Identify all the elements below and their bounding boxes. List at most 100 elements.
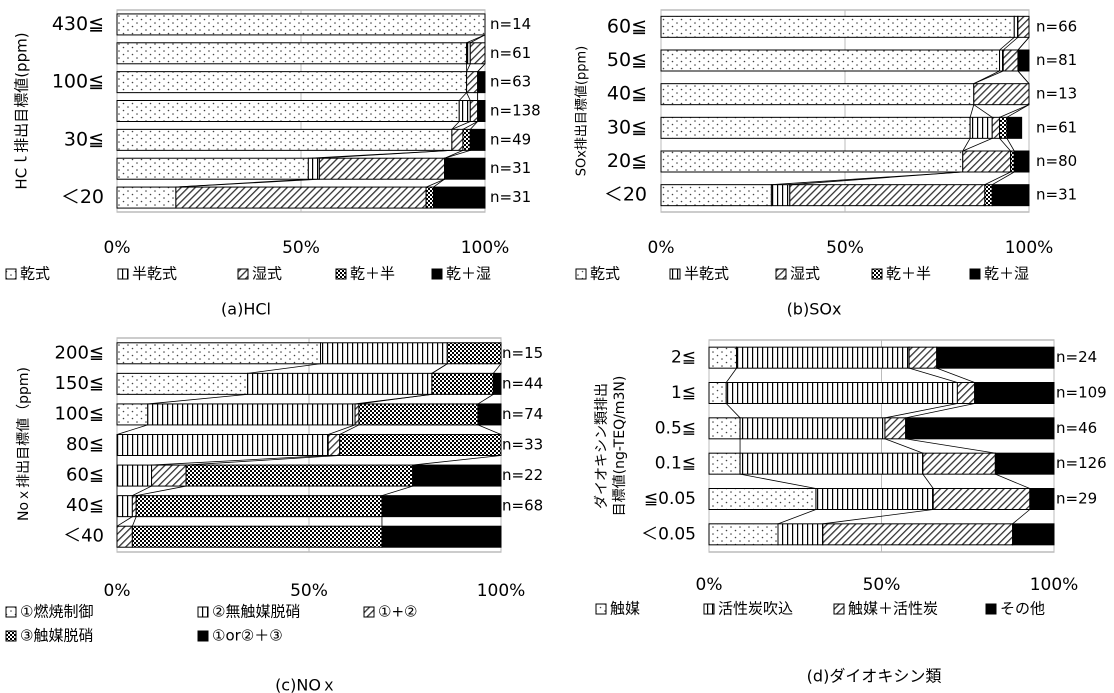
x-tick-label: 50% (290, 581, 328, 601)
bar-segment-p2-r2-s2 (354, 403, 360, 426)
series-connector (493, 363, 502, 374)
n-count-label: n=33 (502, 436, 543, 454)
series-connector (905, 438, 996, 454)
bar-segment-p3-r4-s1 (815, 488, 934, 510)
n-count-label: n=22 (502, 466, 543, 484)
bar-segment-p0-r5-s2 (318, 157, 446, 180)
series-connector (999, 104, 1030, 118)
x-tick-label: 100% (1030, 575, 1079, 595)
panel-title: (d)ダイオキシン類 (807, 667, 942, 686)
bar-segment-p0-r4-s3 (462, 128, 471, 151)
x-tick-label: 100% (461, 238, 510, 258)
series-connector (1012, 509, 1031, 525)
series-connector (466, 92, 471, 101)
category-label: 40≦ (66, 495, 104, 516)
legend-swatch (431, 268, 443, 280)
legend-swatch (595, 603, 607, 615)
series-connector (469, 121, 478, 130)
category-label: 2≦ (671, 348, 696, 368)
bar-segment-p2-r4-s4 (412, 464, 502, 487)
n-count-label: n=109 (1056, 384, 1107, 402)
bar-segment-p3-r5-s0 (708, 523, 779, 546)
series-connector (433, 178, 445, 188)
bar-segment-p0-r5-s1 (307, 157, 320, 180)
bar-segment-p3-r0-s0 (708, 346, 738, 369)
category-label: 80≦ (66, 434, 104, 455)
series-connector (725, 403, 741, 419)
bar-segment-p2-r2-s4 (477, 403, 502, 426)
category-label: 60≦ (607, 15, 647, 37)
n-count-label: n=49 (490, 130, 531, 148)
bar-segment-p3-r3-s0 (708, 452, 741, 475)
legend-swatch (237, 268, 249, 280)
bar-segment-p2-r1-s1 (247, 372, 433, 395)
legend-swatch (871, 268, 883, 280)
bar-segment-p3-r1-s2 (956, 382, 976, 404)
n-count-label: n=31 (1036, 186, 1077, 204)
bar-segment-p2-r3-s1 (116, 434, 329, 456)
legend-swatch (5, 630, 17, 642)
series-connector (973, 70, 1004, 85)
category-label: ＜0.05 (641, 524, 696, 544)
bar-segment-p3-r4-s3 (1029, 488, 1055, 510)
series-connector (431, 363, 448, 374)
category-label: 50≦ (607, 49, 647, 71)
bar-segment-p1-r3-s4 (1006, 116, 1023, 139)
series-connector (999, 138, 1011, 152)
series-connector (1006, 138, 1015, 152)
bar-segment-p3-r2-s2 (884, 417, 907, 440)
bar-segment-p1-r5-s1 (770, 184, 791, 207)
series-connector (451, 121, 471, 130)
panel-title: (b)SOx (787, 300, 842, 319)
category-label: 20≦ (607, 150, 647, 172)
legend-label: 触媒＋活性炭 (848, 600, 938, 618)
series-connector (1002, 37, 1019, 51)
category-label: 40≦ (607, 83, 647, 105)
bar-segment-p0-r1-s0 (116, 42, 468, 65)
x-tick-label: 100% (1005, 238, 1054, 258)
bar-segment-p2-r1-s3 (431, 372, 494, 395)
series-connector (999, 37, 1015, 51)
y-axis-label: SOx排出目標値(ppm) (574, 46, 590, 177)
legend-swatch (335, 268, 347, 280)
series-connector (339, 424, 360, 435)
legend-label: 乾＋湿 (446, 265, 491, 283)
bar-segment-p2-r6-s4 (381, 525, 502, 548)
series-connector (973, 104, 993, 118)
series-connector (412, 455, 502, 466)
bar-segment-p0-r4-s4 (469, 128, 486, 151)
y-axis-label: 目標値(ng-TEQ/m3N) (612, 376, 628, 517)
category-label: 30≦ (64, 128, 104, 150)
bar-segment-p0-r3-s2 (469, 100, 479, 122)
n-count-label: n=46 (1056, 419, 1097, 437)
bar-segment-p0-r6-s0 (116, 186, 177, 209)
bar-segment-p2-r1-s4 (492, 372, 502, 395)
legend-swatch (5, 606, 17, 618)
bar-segment-p1-r4-s0 (660, 150, 964, 173)
n-count-label: n=24 (1056, 348, 1097, 366)
bar-segment-p3-r5-s3 (1012, 523, 1055, 546)
legend-swatch (117, 268, 129, 280)
bar-segment-p0-r3-s1 (458, 100, 471, 122)
series-connector (425, 178, 445, 188)
bar-segment-p2-r4-s2 (151, 464, 187, 487)
bar-segment-p0-r5-s4 (444, 157, 486, 180)
series-connector (789, 171, 963, 186)
series-connector (477, 394, 494, 405)
bar-segment-p1-r3-s2 (991, 116, 1001, 139)
series-connector (116, 516, 133, 527)
panel-title: (c)NOｘ (275, 676, 337, 693)
series-connector (1006, 104, 1030, 118)
bar-segment-p2-r2-s3 (358, 403, 479, 426)
bar-segment-p2-r0-s3 (446, 342, 502, 365)
bar-segment-p2-r6-s3 (131, 525, 383, 548)
series-connector (884, 403, 958, 419)
bar-segment-p2-r2-s1 (147, 403, 356, 426)
bar-segment-p1-r3-s3 (999, 116, 1008, 139)
legend-label: 活性炭吹込 (718, 600, 793, 618)
series-connector (1017, 70, 1030, 84)
bar-segment-p1-r3-s1 (969, 116, 993, 139)
legend-label: 湿式 (790, 265, 820, 283)
legend-label: その他 (1000, 600, 1045, 618)
n-count-label: n=61 (1036, 118, 1077, 136)
